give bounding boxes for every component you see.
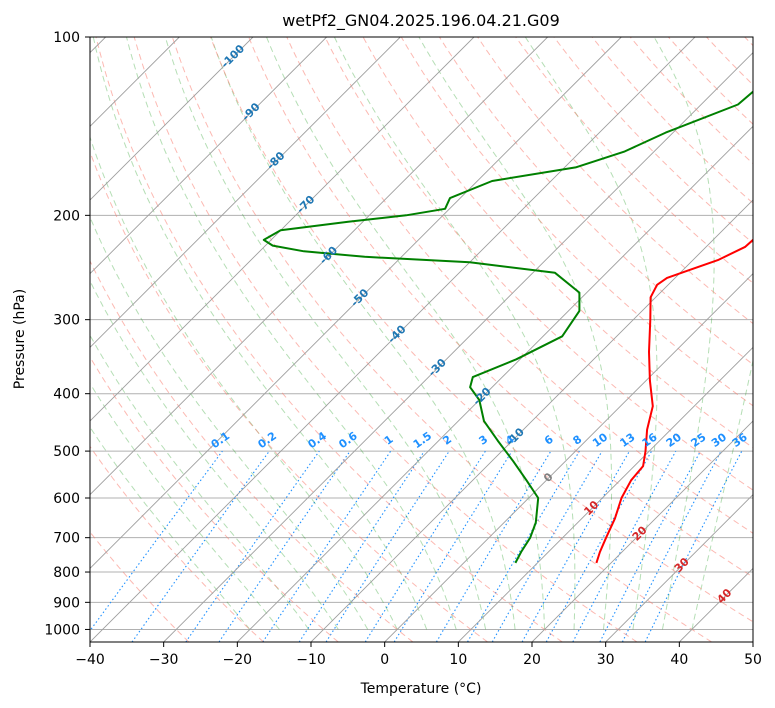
x-tick-label: −10 <box>296 652 326 668</box>
isotherm-line <box>458 346 753 642</box>
moist-adiabat-line <box>90 279 339 630</box>
isotherm-line <box>90 37 475 422</box>
x-tick-label: 30 <box>597 652 615 668</box>
dry-adiabat-line <box>133 37 638 642</box>
mixing-ratio-line <box>131 450 270 642</box>
y-tick-label: 500 <box>53 444 80 460</box>
isotherm-line <box>90 37 696 642</box>
moist-adiabat-line <box>90 215 369 630</box>
x-tick-label: 50 <box>744 652 762 668</box>
mixing-ratio-line <box>90 450 223 632</box>
mixing-ratio-line <box>325 450 450 642</box>
moist-adiabat-line <box>126 37 457 630</box>
isotherm-line <box>90 37 401 348</box>
isotherm-line <box>90 37 548 496</box>
mixing-ratio-lines <box>90 450 743 642</box>
horizontal-grid <box>90 37 753 630</box>
y-tick-label: 900 <box>53 595 80 611</box>
mixing-ratio-line <box>185 450 320 642</box>
dry-adiabats <box>90 37 753 642</box>
y-tick-label: 1000 <box>44 622 80 638</box>
dry-adiabat-line <box>515 37 753 284</box>
dry-adiabat-line <box>90 356 339 642</box>
x-tick-label: 0 <box>380 652 389 668</box>
mixing-ratio-line <box>262 450 392 642</box>
moist-adiabat-line <box>92 37 428 630</box>
isotherm-line <box>605 494 753 642</box>
dry-adiabat-line <box>95 37 563 642</box>
moist-adiabat-line <box>164 37 487 630</box>
y-tick-label: 300 <box>53 313 80 329</box>
dewpoint-line <box>262 90 753 564</box>
moist-adiabat-line <box>524 37 658 630</box>
mixing-ratio-line <box>545 450 653 642</box>
moist-adiabat-line <box>418 37 613 630</box>
y-axis-title: Pressure (hPa) <box>12 289 28 389</box>
dry-adiabat-line <box>324 37 753 491</box>
moist-adiabat-line <box>653 37 715 630</box>
isotherm-line <box>163 52 753 642</box>
y-tick-label: 100 <box>53 30 80 46</box>
x-axis-title: Temperature (°C) <box>360 681 482 697</box>
chart-title: wetPf2_GN04.2025.196.04.21.G09 <box>282 11 560 31</box>
isotherm-line <box>90 37 622 569</box>
dry-adiabat-line <box>248 37 753 578</box>
y-tick-label: 200 <box>53 208 80 224</box>
isotherm-line <box>237 125 753 642</box>
dry-adiabat-line <box>171 37 712 642</box>
dry-adiabat-line <box>90 445 264 642</box>
dry-adiabat-line <box>286 37 753 534</box>
x-tick-label: −30 <box>149 652 179 668</box>
mixing-ratio-line <box>644 450 743 642</box>
y-tick-label: 700 <box>53 531 80 547</box>
moist-adiabat-line <box>333 37 576 630</box>
moist-adiabat-line <box>210 37 516 630</box>
plot-frame <box>89 36 754 643</box>
moist-adiabat-line <box>691 358 753 630</box>
moist-adiabats <box>90 37 753 630</box>
isotherm-line <box>310 199 753 642</box>
isotherm-line <box>384 273 753 642</box>
mixing-ratio-line <box>393 450 513 642</box>
x-tick-label: 10 <box>449 652 467 668</box>
sounding-series <box>262 90 753 564</box>
mixing-ratio-line <box>218 450 351 642</box>
temperature-line <box>595 238 753 564</box>
y-tick-label: 800 <box>53 565 80 581</box>
x-tick-label: 40 <box>670 652 688 668</box>
y-tick-label: 600 <box>53 491 80 507</box>
isotherm-line <box>90 37 327 275</box>
mixing-ratio-line <box>521 450 630 642</box>
moist-adiabat-line <box>90 382 280 630</box>
isotherm-lines <box>90 37 753 642</box>
y-tick-label: 400 <box>53 387 80 403</box>
dry-adiabat-line <box>210 37 753 623</box>
x-tick-label: −40 <box>75 652 105 668</box>
moist-adiabat-line <box>90 426 251 630</box>
dry-adiabat-line <box>90 259 414 642</box>
x-tick-label: −20 <box>223 652 253 668</box>
mixing-ratio-line <box>572 450 677 642</box>
isotherm-line <box>752 641 753 642</box>
plot-background <box>90 37 753 642</box>
moist-adiabat-line <box>90 135 398 630</box>
y-axis: 100 200 300 400 500 600 700 800 900 1000 <box>44 30 90 638</box>
x-tick-label: 20 <box>523 652 541 668</box>
isotherm-line <box>531 420 753 642</box>
mixing-ratio-line <box>298 450 425 642</box>
isotherm-line <box>90 37 254 201</box>
x-axis: −40 −30 −20 −10 0 10 20 30 40 50 <box>75 642 762 668</box>
